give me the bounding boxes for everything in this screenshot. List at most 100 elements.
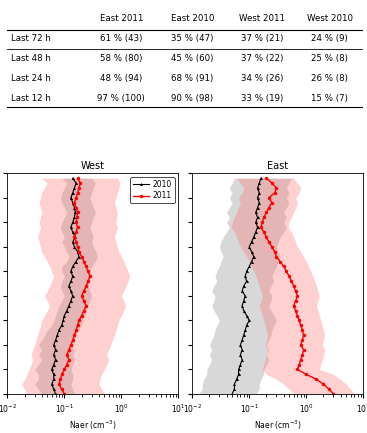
2011 <box>289 278 294 284</box>
2011 <box>300 352 305 357</box>
2010 <box>243 293 247 298</box>
2010 <box>240 347 244 352</box>
2010 <box>255 215 260 220</box>
2010 <box>232 387 237 392</box>
2011 <box>77 185 81 191</box>
2011 <box>88 274 92 279</box>
Text: 97 % (100): 97 % (100) <box>97 94 145 103</box>
Text: 58 % (80): 58 % (80) <box>100 54 142 63</box>
2011 <box>264 210 269 215</box>
2010 <box>69 298 73 304</box>
2010 <box>74 259 78 264</box>
Text: 45 % (60): 45 % (60) <box>171 54 214 63</box>
2011 <box>75 225 80 230</box>
2010 <box>69 225 73 230</box>
2010 <box>238 352 243 357</box>
Text: 25 % (8): 25 % (8) <box>311 54 348 63</box>
2010 <box>240 357 244 362</box>
2010 <box>53 347 58 352</box>
Text: 24 % (9): 24 % (9) <box>311 34 348 43</box>
Text: 68 % (91): 68 % (91) <box>171 74 214 84</box>
2010 <box>244 313 249 318</box>
Text: 33 % (19): 33 % (19) <box>241 94 283 103</box>
Line: 2011: 2011 <box>259 176 335 396</box>
2011 <box>65 362 69 367</box>
2010 <box>72 185 77 191</box>
Text: 26 % (8): 26 % (8) <box>311 74 348 84</box>
2010 <box>51 377 56 382</box>
Text: 37 % (21): 37 % (21) <box>241 34 283 43</box>
2011 <box>82 259 86 264</box>
2010 <box>51 352 56 357</box>
2011 <box>75 244 80 249</box>
2011 <box>327 387 331 392</box>
2010 <box>73 210 77 215</box>
2010 <box>241 284 246 289</box>
2011 <box>270 244 274 249</box>
2011 <box>82 308 86 313</box>
2010 <box>67 303 71 308</box>
2011 <box>74 220 78 225</box>
Text: 35 % (47): 35 % (47) <box>171 34 214 43</box>
Title: East: East <box>267 161 288 171</box>
2010 <box>243 328 247 333</box>
Text: Last 72 h: Last 72 h <box>11 34 51 43</box>
2011 <box>67 347 71 352</box>
2011 <box>321 381 326 387</box>
2011 <box>266 195 271 200</box>
2011 <box>74 229 78 235</box>
2010 <box>244 278 249 284</box>
Text: 61 % (43): 61 % (43) <box>100 34 142 43</box>
2010 <box>70 175 75 181</box>
2010 <box>67 284 71 289</box>
2010 <box>251 234 256 239</box>
2010 <box>240 337 244 343</box>
2010 <box>74 181 78 186</box>
Text: Last 24 h: Last 24 h <box>11 74 51 84</box>
Text: East 2010: East 2010 <box>171 14 214 23</box>
2011 <box>75 215 79 220</box>
X-axis label: Naer (cm$^{-3}$): Naer (cm$^{-3}$) <box>69 418 117 432</box>
2011 <box>300 328 305 333</box>
2011 <box>298 343 303 348</box>
2011 <box>331 391 336 397</box>
2011 <box>74 205 78 210</box>
2011 <box>273 249 277 254</box>
Text: 48 % (94): 48 % (94) <box>100 74 142 84</box>
Line: 2010: 2010 <box>50 177 80 396</box>
2011 <box>291 303 296 308</box>
2011 <box>69 343 73 348</box>
2011 <box>86 269 90 274</box>
2010 <box>257 190 261 195</box>
2011 <box>72 234 77 239</box>
2011 <box>74 328 78 333</box>
2011 <box>262 215 266 220</box>
2010 <box>236 372 241 377</box>
2011 <box>84 303 88 308</box>
2010 <box>236 367 241 372</box>
2010 <box>241 298 246 304</box>
2011 <box>72 200 77 205</box>
Text: Last 48 h: Last 48 h <box>11 54 51 63</box>
Line: 2010: 2010 <box>230 177 262 396</box>
2010 <box>251 254 256 259</box>
2010 <box>57 328 61 333</box>
2010 <box>244 323 249 328</box>
2010 <box>70 220 75 225</box>
2010 <box>69 278 73 284</box>
2011 <box>84 264 88 269</box>
2010 <box>238 362 243 367</box>
2011 <box>58 377 62 382</box>
2011 <box>259 225 263 230</box>
2011 <box>57 381 61 387</box>
2011 <box>75 210 80 215</box>
2010 <box>259 175 263 181</box>
2011 <box>295 313 299 318</box>
2010 <box>72 215 77 220</box>
2010 <box>255 205 260 210</box>
2010 <box>77 254 81 259</box>
Text: 90 % (98): 90 % (98) <box>171 94 214 103</box>
2010 <box>70 239 75 245</box>
2011 <box>314 377 319 382</box>
2010 <box>69 269 73 274</box>
